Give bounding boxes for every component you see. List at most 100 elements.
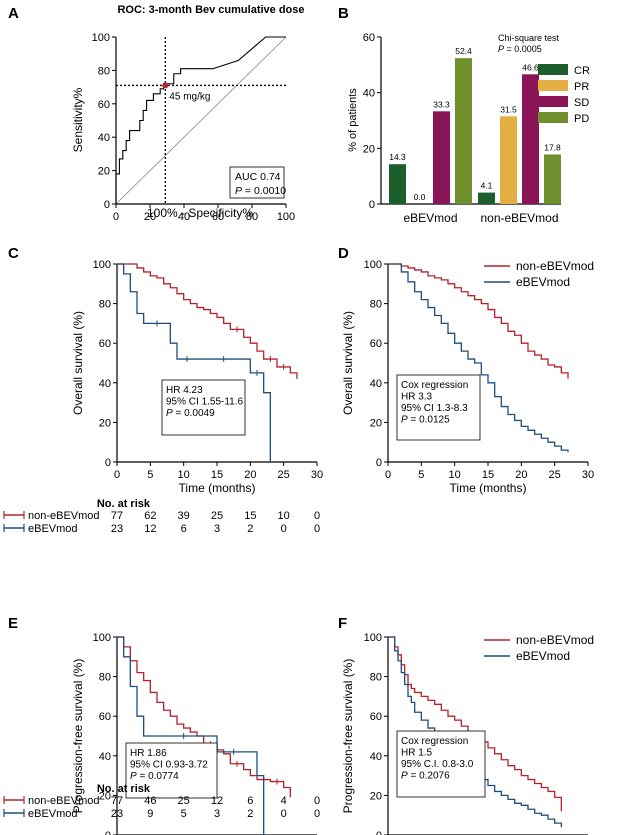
y-tick-label: 60 — [99, 711, 111, 723]
p-value-label: P = 0.0005 — [498, 44, 542, 54]
stats-box — [396, 374, 481, 441]
x-tick-label: 0 — [385, 469, 391, 481]
x-category-label: non-eBEVmod — [480, 211, 558, 225]
stats-box — [125, 742, 218, 799]
reference-diagonal — [115, 36, 287, 205]
y-axis-title: % of patients — [347, 88, 359, 152]
p-value: = 0.0049 — [173, 408, 215, 419]
legend-swatch-sd — [538, 96, 568, 107]
bar-pr — [500, 116, 517, 204]
x-tick-label: 20 — [244, 469, 256, 481]
y-tick-label: 100 — [93, 632, 111, 644]
auc-label: AUC 0.74 — [235, 171, 281, 183]
risk-count: 46 — [144, 795, 156, 807]
y-tick-label: 80 — [99, 299, 111, 311]
risk-count: 0 — [281, 523, 287, 535]
legend-label: CR — [574, 65, 590, 77]
x-tick-label: 25 — [278, 469, 290, 481]
risk-count: 2 — [247, 808, 253, 820]
x-tick-label: 5 — [418, 469, 424, 481]
x-category-label: eBEVmod — [403, 211, 457, 225]
x-tick-label: 20 — [144, 211, 156, 223]
p-italic: P — [235, 185, 242, 197]
legend-label: PD — [574, 113, 589, 125]
legend-label: eBEVmod — [516, 649, 570, 663]
risk-row-label: non-eBEVmod — [28, 795, 100, 807]
x-tick-label: 40 — [178, 211, 190, 223]
stats-line: Cox regression — [401, 380, 468, 391]
risk-count: 3 — [214, 523, 220, 535]
risk-count: 39 — [178, 510, 190, 522]
panel-letter: C — [8, 245, 19, 262]
bar-pd — [455, 58, 472, 204]
x-tick-label: 0 — [114, 469, 120, 481]
y-tick-label: 100 — [364, 259, 382, 271]
risk-count: 0 — [281, 808, 287, 820]
p-value-label: P = 0.0010 — [235, 185, 286, 197]
y-tick-label: 0 — [105, 457, 111, 469]
risk-count: 15 — [244, 510, 256, 522]
cutoff-point — [162, 82, 169, 89]
legend-swatch-pd — [538, 112, 568, 123]
stats-line: HR 1.5 — [401, 748, 433, 759]
roc-curve — [115, 36, 286, 204]
y-axis-title: Overall survival (%) — [71, 311, 85, 415]
y-tick-label: 20 — [363, 143, 375, 155]
y-axis-title: Progression-free survival (%) — [71, 659, 85, 814]
y-tick-label: 0 — [104, 199, 110, 211]
p-italic: P — [401, 415, 408, 426]
test-label: Chi-square test — [498, 33, 560, 43]
x-tick-label: 0 — [113, 211, 119, 223]
risk-count: 0 — [314, 523, 320, 535]
bar-sd — [522, 74, 539, 205]
legend-label: eBEVmod — [516, 275, 570, 289]
x-tick-label: 5 — [147, 469, 153, 481]
risk-count: 23 — [111, 523, 123, 535]
y-tick-label: 0 — [376, 457, 382, 469]
y-tick-label: 80 — [370, 672, 382, 684]
y-tick-label: 40 — [370, 751, 382, 763]
legend-swatch-cr — [538, 64, 568, 75]
auc-box — [229, 166, 285, 199]
legend-label: non-eBEVmod — [516, 633, 594, 647]
stats-line: Cox regression — [401, 736, 468, 747]
y-tick-label: 20 — [99, 790, 111, 802]
x-tick-label: 25 — [549, 469, 561, 481]
y-axis-title: Sensitivity% — [71, 87, 85, 152]
km-curve-non-ebevmod — [117, 263, 298, 379]
panel-letter: E — [8, 615, 18, 632]
x-axis-title: Time (months) — [179, 481, 256, 495]
p-italic: P — [166, 408, 173, 419]
risk-count: 3 — [214, 808, 220, 820]
y-tick-label: 60 — [363, 32, 375, 44]
km-curve-non-ebevmod — [117, 636, 291, 798]
y-tick-label: 80 — [370, 299, 382, 311]
x-tick-label: 15 — [211, 469, 223, 481]
stats-line: 95% C.I. 0.8-3.0 — [401, 759, 474, 770]
km-curve-ebevmod — [388, 263, 569, 453]
legend-label: SD — [574, 97, 589, 109]
risk-count: 12 — [144, 523, 156, 535]
y-tick-label: 40 — [99, 378, 111, 390]
bar-value-label: 33.3 — [433, 99, 450, 109]
y-tick-label: 40 — [363, 88, 375, 100]
y-tick-label: 40 — [99, 751, 111, 763]
risk-count: 0 — [314, 808, 320, 820]
y-tick-label: 20 — [98, 166, 110, 178]
stats-line: HR 1.86 — [130, 748, 167, 759]
stats-box — [396, 730, 486, 798]
risk-row-label: eBEVmod — [28, 523, 78, 535]
risk-count: 0 — [314, 795, 320, 807]
p-value: = 0.0010 — [242, 185, 286, 197]
y-axis-title: Overall survival (%) — [341, 311, 355, 415]
p-italic: P — [498, 44, 504, 54]
y-tick-label: 60 — [370, 711, 382, 723]
panel-letter: D — [338, 245, 349, 262]
y-tick-label: 80 — [99, 672, 111, 684]
risk-row-label: non-eBEVmod — [28, 510, 100, 522]
bar-pd — [544, 154, 561, 204]
risk-row-label: eBEVmod — [28, 808, 78, 820]
risk-header: No. at risk — [97, 498, 151, 510]
bar-value-label: 14.3 — [389, 152, 406, 162]
